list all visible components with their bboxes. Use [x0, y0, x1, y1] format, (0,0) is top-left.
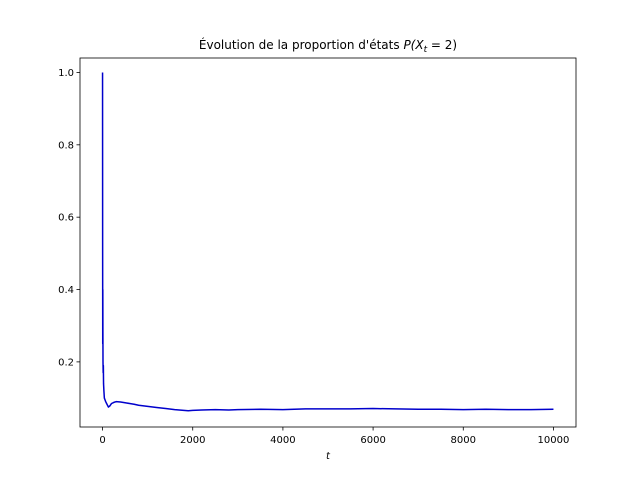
- x-tick-label: 10000: [538, 435, 570, 446]
- x-axis-label: t: [326, 451, 331, 462]
- title-math: P(X: [403, 38, 424, 52]
- title-subscript: t: [424, 45, 428, 55]
- chart-title: Évolution de la proportion d'états P(Xt …: [199, 37, 457, 55]
- x-tick-label: 4000: [270, 435, 295, 446]
- x-axis: 0 2000 4000 6000 8000 10000: [99, 427, 569, 446]
- y-tick-label: 0.6: [58, 213, 74, 224]
- y-tick-label: 0.2: [58, 357, 74, 368]
- x-tick-label: 2000: [180, 435, 205, 446]
- x-tick-label: 6000: [360, 435, 385, 446]
- plot-area: [101, 72, 554, 412]
- y-tick-label: 0.8: [58, 140, 74, 151]
- y-tick-label: 0.4: [58, 285, 74, 296]
- x-tick-label: 8000: [451, 435, 476, 446]
- series-line-0: [101, 72, 554, 412]
- y-axis: 0.2 0.4 0.6 0.8 1.0: [58, 68, 80, 368]
- x-tick-label: 0: [99, 435, 105, 446]
- title-prefix: Évolution de la proportion d'états: [199, 37, 404, 52]
- axes-frame: [79, 57, 577, 428]
- y-tick-label: 1.0: [58, 68, 74, 79]
- title-suffix: = 2): [427, 38, 457, 52]
